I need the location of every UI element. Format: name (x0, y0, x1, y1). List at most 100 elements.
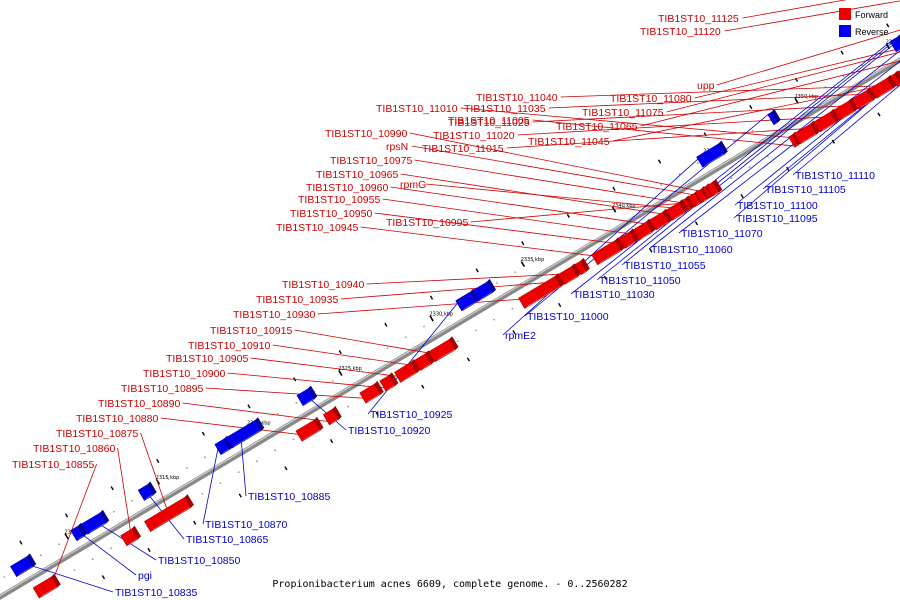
forward-gene-tib1st10-10965[interactable] (665, 198, 689, 221)
gene-label-tib1st10-11095[interactable]: TIB1ST10_11095 (736, 213, 818, 225)
gene-label-tib1st10-10920[interactable]: TIB1ST10_10920 (348, 425, 430, 437)
track-dash (193, 520, 197, 525)
gene-label-tib1st10-10995[interactable]: TIB1ST10_10995 (386, 217, 468, 229)
gene-label-tib1st10-11070[interactable]: TIB1ST10_11070 (681, 228, 763, 240)
gene-label-tib1st10-10890[interactable]: TIB1ST10_10890 (98, 398, 180, 410)
gene-label-tib1st10-11105[interactable]: TIB1ST10_11105 (765, 184, 846, 196)
leader-line (227, 372, 391, 389)
scale-tick-label: 2340 kbp (612, 203, 636, 209)
gene-label-tib1st10-11060[interactable]: TIB1ST10_11060 (651, 244, 733, 256)
gene-label-tib1st10-10835[interactable]: TIB1ST10_10835 (115, 587, 197, 599)
gene-label-rpmg[interactable]: rpmG (400, 179, 426, 191)
forward-gene-tib1st10-10915[interactable] (428, 336, 459, 363)
leader-line (366, 272, 584, 285)
gene-label-tib1st10-11015[interactable]: TIB1ST10_11015 (422, 143, 504, 155)
gene-label-tib1st10-10900[interactable]: TIB1ST10_10900 (143, 368, 225, 380)
gene-label-tib1st10-11010[interactable]: TIB1ST10_11010 (376, 103, 458, 115)
forward-gene-rpmg[interactable] (682, 195, 695, 211)
reverse-gene-tib1st10-11030[interactable] (889, 34, 900, 53)
gene-label-tib1st10-11055[interactable]: TIB1ST10_11055 (624, 260, 706, 272)
gene-label-tib1st10-10895[interactable]: TIB1ST10_10895 (121, 383, 203, 395)
gene-label-tib1st10-11030[interactable]: TIB1ST10_11030 (573, 289, 655, 301)
minor-tick-dot (456, 340, 459, 343)
gene-label-tib1st10-10880[interactable]: TIB1ST10_10880 (76, 413, 158, 425)
reverse-gene-rpme2[interactable] (696, 140, 728, 168)
reverse-gene-tib1st10-10920[interactable] (296, 385, 318, 407)
gene-label-tib1st10-11050[interactable]: TIB1ST10_11050 (599, 275, 681, 287)
forward-gene-tib1st10-10890[interactable] (322, 405, 342, 426)
gene-label-tib1st10-10850[interactable]: TIB1ST10_10850 (158, 555, 240, 567)
gene-label-tib1st10-11025[interactable]: TIB1ST10_11025 (448, 117, 530, 129)
gene-label-tib1st10-10860[interactable]: TIB1ST10_10860 (33, 443, 115, 455)
gene-label-tib1st10-10975[interactable]: TIB1ST10_10975 (330, 155, 412, 167)
gene-label-tib1st10-11080[interactable]: TIB1ST10_11080 (610, 93, 692, 105)
gene-label-tib1st10-10945[interactable]: TIB1ST10_10945 (276, 222, 358, 234)
gene-label-tib1st10-10955[interactable]: TIB1ST10_10955 (298, 194, 380, 206)
gene-label-tib1st10-11065[interactable]: TIB1ST10_11065 (556, 121, 638, 133)
gene-label-tib1st10-11075[interactable]: TIB1ST10_11075 (582, 107, 664, 119)
gene-label-pgi[interactable]: pgi (138, 570, 152, 582)
gene-label-tib1st10-10910[interactable]: TIB1ST10_10910 (188, 340, 270, 352)
gene-label-tib1st10-11005[interactable]: TIB1ST10_11005 (448, 115, 530, 127)
forward-gene-tib1st10-10990[interactable] (706, 178, 723, 197)
forward-gene-tib1st10-10950[interactable] (618, 228, 640, 249)
forward-gene-tib1st10-10930[interactable] (518, 273, 565, 309)
gene-label-rpme2[interactable]: rpmE2 (505, 330, 536, 342)
forward-gene-tib1st10-10895[interactable] (359, 380, 384, 404)
gene-label-tib1st10-10960[interactable]: TIB1ST10_10960 (306, 182, 388, 194)
forward-gene-tib1st10-10880[interactable] (295, 416, 324, 442)
forward-gene-tib1st10-11045[interactable] (897, 66, 900, 81)
reverse-gene-tib1st10-11000[interactable] (767, 108, 781, 126)
gene-label-tib1st10-10965[interactable]: TIB1ST10_10965 (316, 169, 398, 181)
forward-gene-tib1st10-10945[interactable] (591, 237, 625, 266)
gene-label-tib1st10-11040[interactable]: TIB1ST10_11040 (476, 92, 558, 104)
gene-label-tib1st10-10865[interactable]: TIB1ST10_10865 (186, 534, 268, 546)
forward-gene-tib1st10-10935[interactable] (558, 263, 581, 285)
gene-label-tib1st10-11125[interactable]: TIB1ST10_11125 (658, 13, 739, 25)
genome-backbone (0, 57, 900, 600)
gene-label-tib1st10-11100[interactable]: TIB1ST10_11100 (737, 200, 818, 212)
leader-line (202, 441, 220, 525)
forward-gene-tib1st10-10900[interactable] (379, 372, 399, 392)
gene-label-tib1st10-11120[interactable]: TIB1ST10_11120 (640, 26, 721, 38)
leader-line (548, 92, 885, 109)
gene-label-tib1st10-10990[interactable]: TIB1ST10_10990 (325, 128, 407, 140)
reverse-gene-tib1st10-10885[interactable] (225, 417, 265, 449)
minor-tick-dot (842, 75, 845, 77)
gene-label-tib1st10-11000[interactable]: TIB1ST10_11000 (527, 311, 609, 323)
reverse-gene-unlabeled[interactable] (471, 278, 497, 302)
gene-label-tib1st10-10925[interactable]: TIB1ST10_10925 (370, 409, 452, 421)
forward-gene-tib1st10-10910[interactable] (414, 350, 435, 371)
gene-label-rpsn[interactable]: rpsN (386, 141, 408, 153)
forward-gene-tib1st10-11025[interactable] (852, 86, 877, 110)
reverse-gene-tib1st10-10835[interactable] (10, 553, 37, 578)
forward-gene-tib1st10-10855[interactable] (32, 573, 61, 599)
gene-label-tib1st10-11110[interactable]: TIB1ST10_11110 (795, 170, 875, 182)
gene-label-tib1st10-10870[interactable]: TIB1ST10_10870 (205, 519, 287, 531)
gene-label-tib1st10-11045[interactable]: TIB1ST10_11045 (528, 136, 610, 148)
gene-label-tib1st10-10950[interactable]: TIB1ST10_10950 (290, 208, 372, 220)
forward-gene-tib1st10-10875[interactable] (144, 494, 194, 533)
forward-gene-tib1st10-10940[interactable] (574, 257, 590, 276)
forward-gene-tib1st10-11015[interactable] (813, 108, 840, 133)
forward-gene-tib1st10-10960[interactable] (649, 208, 672, 231)
reverse-gene-tib1st10-10865[interactable] (137, 481, 157, 501)
reverse-gene-pgi[interactable] (70, 522, 88, 542)
gene-label-tib1st10-10875[interactable]: TIB1ST10_10875 (56, 428, 138, 440)
gene-label-tib1st10-10930[interactable]: TIB1ST10_10930 (233, 309, 315, 321)
gene-label-tib1st10-10915[interactable]: TIB1ST10_10915 (210, 325, 292, 337)
gene-label-tib1st10-11035[interactable]: TIB1ST10_11035 (464, 103, 546, 115)
gene-label-tib1st10-10940[interactable]: TIB1ST10_10940 (282, 279, 364, 291)
gene-label-tib1st10-10935[interactable]: TIB1ST10_10935 (256, 294, 338, 306)
gene-label-tib1st10-10905[interactable]: TIB1ST10_10905 (166, 353, 248, 365)
forward-gene-tib1st10-11040[interactable] (890, 70, 900, 87)
forward-gene-tib1st10-10860[interactable] (120, 525, 141, 547)
gene-label-upp[interactable]: upp (697, 80, 715, 92)
gene-label-tib1st10-11020[interactable]: TIB1ST10_11020 (433, 130, 515, 142)
reverse-gene-tib1st10-10850[interactable] (81, 509, 110, 535)
forward-gene-tib1st10-11035[interactable] (870, 74, 897, 99)
leader-line (666, 51, 900, 113)
gene-label-tib1st10-10855[interactable]: TIB1ST10_10855 (12, 459, 94, 471)
gene-label-tib1st10-10885[interactable]: TIB1ST10_10885 (248, 491, 330, 503)
forward-gene-tib1st10-11020[interactable] (833, 97, 859, 121)
